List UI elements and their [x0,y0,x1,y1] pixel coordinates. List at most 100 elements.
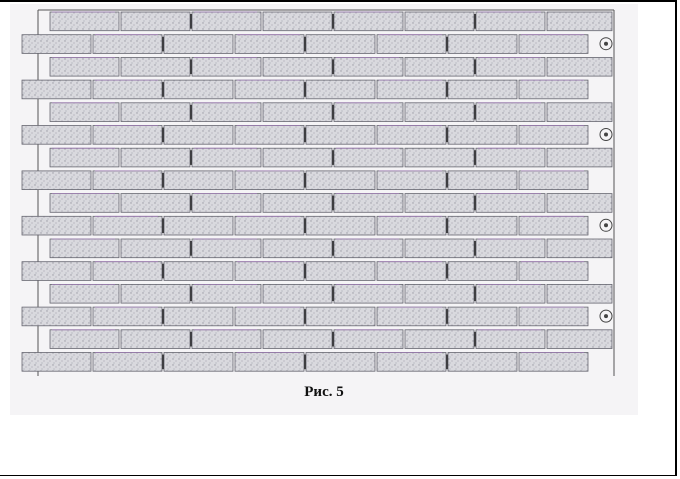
anchor-ring [599,218,613,232]
brick [475,57,546,77]
brick [92,170,163,190]
brick-wall-drawing [21,9,615,376]
brick [163,170,234,190]
brick [234,125,305,145]
brick [546,193,613,213]
brick [475,11,546,32]
brick [163,125,234,145]
brick [447,170,518,190]
brick [163,34,234,54]
brick [475,193,546,213]
brick [49,238,120,259]
brick [305,261,376,281]
brick [518,34,589,54]
brick [262,11,333,32]
brick [92,79,163,100]
anchor-ring [599,309,613,323]
brick [120,329,191,349]
brick [475,147,546,168]
brick [21,34,92,54]
brick [163,352,234,372]
brick [404,329,475,349]
brick [546,329,613,349]
brick [305,352,376,372]
brick [262,283,333,304]
brick [305,170,376,190]
brick [163,79,234,100]
brick [333,11,404,32]
anchor-center [604,314,608,319]
brick [21,215,92,236]
scanned-figure: Рис. 5 [10,4,638,415]
brick [120,193,191,213]
brick [49,102,120,122]
brick [262,57,333,77]
brick [49,329,120,349]
brick [21,352,92,372]
brick [333,193,404,213]
brick [475,283,546,304]
brick [191,193,262,213]
brick [191,147,262,168]
brick [404,147,475,168]
brick [120,57,191,77]
brick [234,352,305,372]
brick [333,147,404,168]
brick [333,57,404,77]
brick [191,283,262,304]
brick [376,306,447,327]
anchor-center [604,41,608,46]
brick [376,125,447,145]
brick [546,147,613,168]
brick [191,11,262,32]
brick [21,79,92,100]
brick [305,215,376,236]
brick [333,283,404,304]
brick [475,329,546,349]
brick [518,261,589,281]
brick [404,193,475,213]
brick [120,147,191,168]
anchor-center [604,223,608,228]
brick [92,306,163,327]
brick [262,147,333,168]
brick [518,215,589,236]
brick [163,306,234,327]
brick [404,11,475,32]
brick [234,306,305,327]
brick [447,306,518,327]
brick [518,170,589,190]
brick [447,352,518,372]
brick [447,79,518,100]
brick [518,306,589,327]
brick [404,102,475,122]
brick [92,34,163,54]
brick [305,79,376,100]
brick [262,329,333,349]
brick [234,170,305,190]
brick [404,57,475,77]
brick [21,125,92,145]
brick [333,329,404,349]
brick [518,125,589,145]
brick [376,215,447,236]
brick [120,11,191,32]
brick [49,193,120,213]
brick [49,57,120,77]
brick [518,352,589,372]
brick [333,102,404,122]
brick [447,34,518,54]
brick [92,215,163,236]
brick [447,261,518,281]
brick [262,238,333,259]
brick [404,283,475,304]
brick [376,261,447,281]
brick [49,11,120,32]
brick [333,238,404,259]
brick [376,79,447,100]
brick [475,102,546,122]
brick [234,215,305,236]
brick [163,261,234,281]
brick [305,306,376,327]
